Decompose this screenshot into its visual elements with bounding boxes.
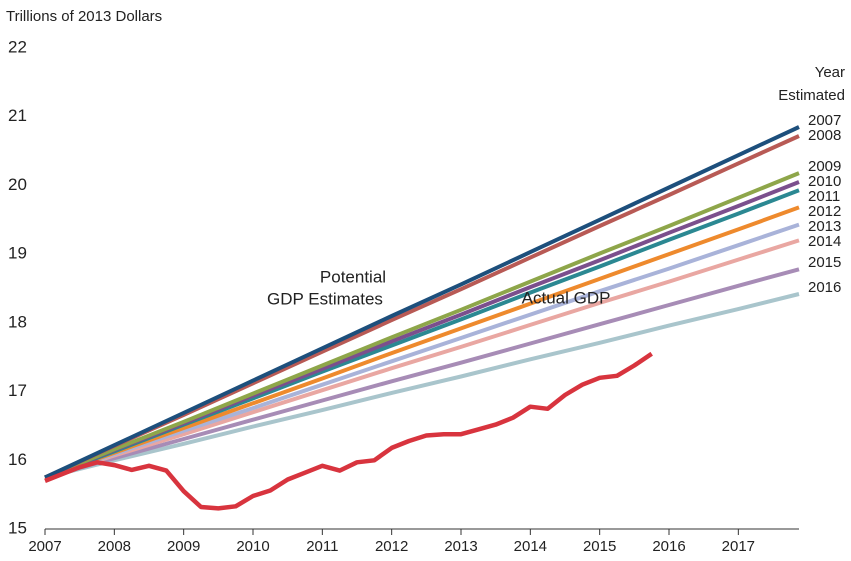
- x-tick-label: 2014: [514, 538, 547, 555]
- series-line: [44, 351, 653, 511]
- y-tick-label: 18: [8, 312, 27, 331]
- series-label: 2010: [808, 173, 841, 190]
- series-line: [44, 292, 800, 480]
- series-line: [44, 267, 800, 480]
- annotation: GDP Estimates: [267, 289, 383, 308]
- y-tick-label: 22: [8, 37, 27, 56]
- x-tick-label: 2016: [652, 538, 685, 555]
- x-tick-label: 2012: [375, 538, 408, 555]
- series-line: [44, 205, 800, 480]
- legend-title: Year: [815, 64, 845, 81]
- annotation: Potential: [320, 267, 386, 286]
- series-line: [44, 125, 800, 480]
- series-line: [44, 171, 800, 480]
- y-tick-label: 19: [8, 244, 27, 263]
- series-label: 2009: [808, 158, 841, 175]
- series-label: 2007: [808, 112, 841, 129]
- y-tick-label: 21: [8, 106, 27, 125]
- y-axis-label: Trillions of 2013 Dollars: [6, 8, 162, 25]
- series-line: [44, 238, 800, 480]
- x-tick-label: 2015: [583, 538, 616, 555]
- series-label: 2012: [808, 203, 841, 220]
- series-line: [44, 222, 800, 480]
- x-tick-label: 2017: [722, 538, 755, 555]
- legend-title: Estimated: [778, 87, 845, 104]
- series-label: 2014: [808, 233, 841, 250]
- x-tick-label: 2007: [28, 538, 61, 555]
- y-tick-label: 20: [8, 175, 27, 194]
- y-tick-label: 17: [8, 381, 27, 400]
- x-tick-label: 2011: [306, 538, 338, 555]
- series-label: 2011: [808, 188, 840, 205]
- series-label: 2008: [808, 127, 841, 144]
- series-label: 2016: [808, 279, 841, 296]
- y-tick-label: 15: [8, 518, 27, 537]
- series-label: Actual GDP: [522, 288, 611, 307]
- series-label: 2015: [808, 254, 841, 271]
- x-tick-label: 2013: [444, 538, 477, 555]
- x-tick-label: 2008: [98, 538, 131, 555]
- x-tick-label: 2009: [167, 538, 200, 555]
- x-tick-label: 2010: [236, 538, 269, 555]
- y-tick-label: 16: [8, 450, 27, 469]
- series-label: 2013: [808, 218, 841, 235]
